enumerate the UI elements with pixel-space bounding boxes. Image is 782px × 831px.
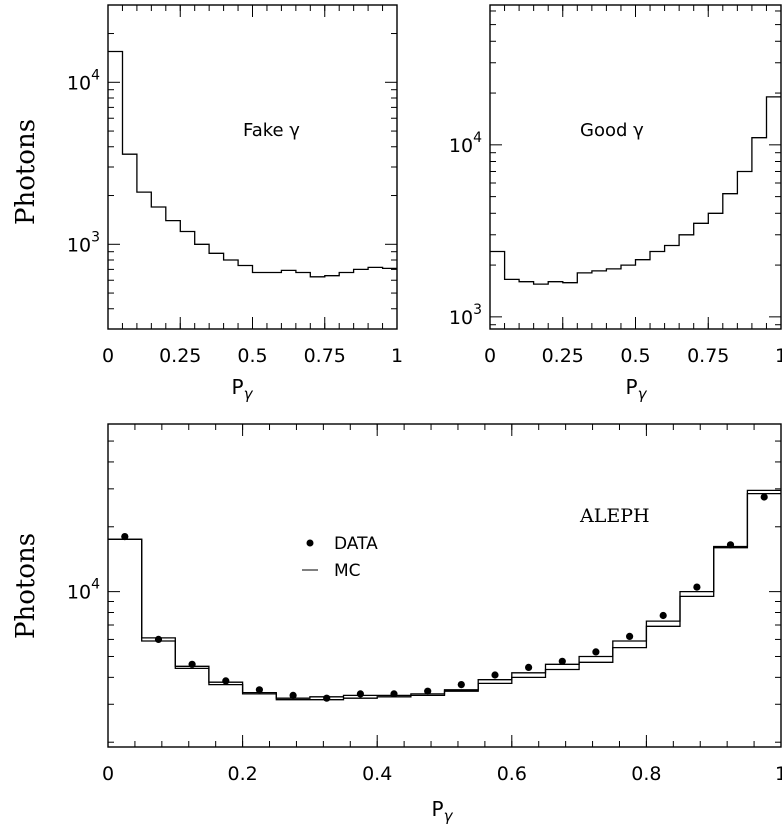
x-axis-label: Pγ (232, 375, 254, 403)
x-tick-label: 0 (484, 345, 496, 367)
data-point (356, 690, 364, 698)
x-tick-label: 0.8 (631, 763, 661, 785)
x-axis-ticks: 0 0.25 0.5 0.75 1 (484, 5, 782, 367)
x-tick-label: 0.75 (687, 345, 729, 367)
data-point (323, 694, 331, 702)
y-axis-ticks: 103 104 (449, 10, 781, 329)
panel-good: 0 0.25 0.5 0.75 1 103 104 Good γ Pγ (449, 4, 782, 403)
mc-histogram-line-2 (108, 489, 781, 701)
data-point (121, 533, 129, 541)
data-point (491, 671, 499, 679)
x-axis-ticks: 0 0.25 0.5 0.75 1 (102, 5, 403, 367)
legend: DATA MC (302, 534, 378, 581)
y-axis-label: Photons (11, 533, 41, 639)
x-tick-label: 0.25 (159, 345, 201, 367)
x-axis-label: Pγ (626, 375, 648, 403)
x-tick-label: 0.75 (304, 345, 346, 367)
data-point (726, 541, 735, 549)
data-point (659, 611, 667, 620)
data-point (457, 681, 465, 689)
y-axis-ticks: 104 (67, 423, 781, 743)
panel-fake: 0 0.25 0.5 0.75 1 103 104 Fake γ Photons Pγ (11, 4, 403, 403)
legend-data-marker (306, 539, 314, 547)
x-tick-label: 0.5 (620, 345, 650, 367)
x-tick-label: 0.5 (237, 345, 267, 367)
y-tick-label: 104 (67, 577, 100, 604)
data-point (289, 691, 297, 700)
data-point (525, 663, 533, 672)
x-tick-label: 1 (775, 345, 782, 367)
data-point (558, 657, 566, 665)
plot-frame (107, 4, 398, 330)
panel-annotation: Fake γ (243, 120, 300, 141)
data-point (760, 493, 768, 501)
legend-data-label: DATA (334, 534, 378, 554)
y-axis-ticks: 103 104 (67, 4, 397, 330)
plot-frame (107, 423, 782, 748)
x-tick-label: 0.4 (362, 763, 392, 785)
x-tick-label: 0.6 (497, 763, 527, 785)
good-histogram-line (490, 96, 781, 285)
y-tick-label: 103 (449, 302, 482, 329)
plot-frame (489, 4, 782, 330)
data-point (188, 660, 196, 668)
data-point (255, 686, 263, 694)
x-tick-label: 1 (775, 763, 782, 785)
x-tick-label: 0.2 (227, 763, 257, 785)
experiment-label: ALEPH (579, 505, 650, 527)
data-points (121, 493, 768, 702)
x-tick-label: 0 (102, 345, 114, 367)
mc-histogram-line-1 (108, 492, 781, 699)
y-axis-label: Photons (11, 119, 41, 225)
data-point (626, 632, 634, 641)
x-tick-label: 1 (391, 345, 403, 367)
fake-histogram-line (108, 50, 397, 278)
panel-annotation: Good γ (580, 120, 644, 141)
legend-mc-label: MC (334, 561, 361, 581)
data-point (390, 690, 398, 698)
panel-combined: 0 0.2 0.4 0.6 0.8 1 104 ALEPH DATA MC Photons… (11, 423, 782, 825)
data-point (154, 635, 163, 644)
data-point (424, 687, 432, 695)
x-tick-label: 0 (102, 763, 114, 785)
data-point (592, 648, 600, 656)
x-tick-label: 0.25 (542, 345, 584, 367)
y-tick-label: 104 (449, 130, 482, 157)
y-tick-label: 104 (67, 67, 100, 94)
x-axis-ticks: 0 0.2 0.4 0.6 0.8 1 (102, 424, 782, 785)
data-point (222, 677, 230, 685)
mc-histograms (108, 489, 781, 701)
y-tick-label: 103 (67, 229, 100, 256)
data-point (693, 583, 701, 591)
x-axis-label: Pγ (432, 797, 454, 825)
